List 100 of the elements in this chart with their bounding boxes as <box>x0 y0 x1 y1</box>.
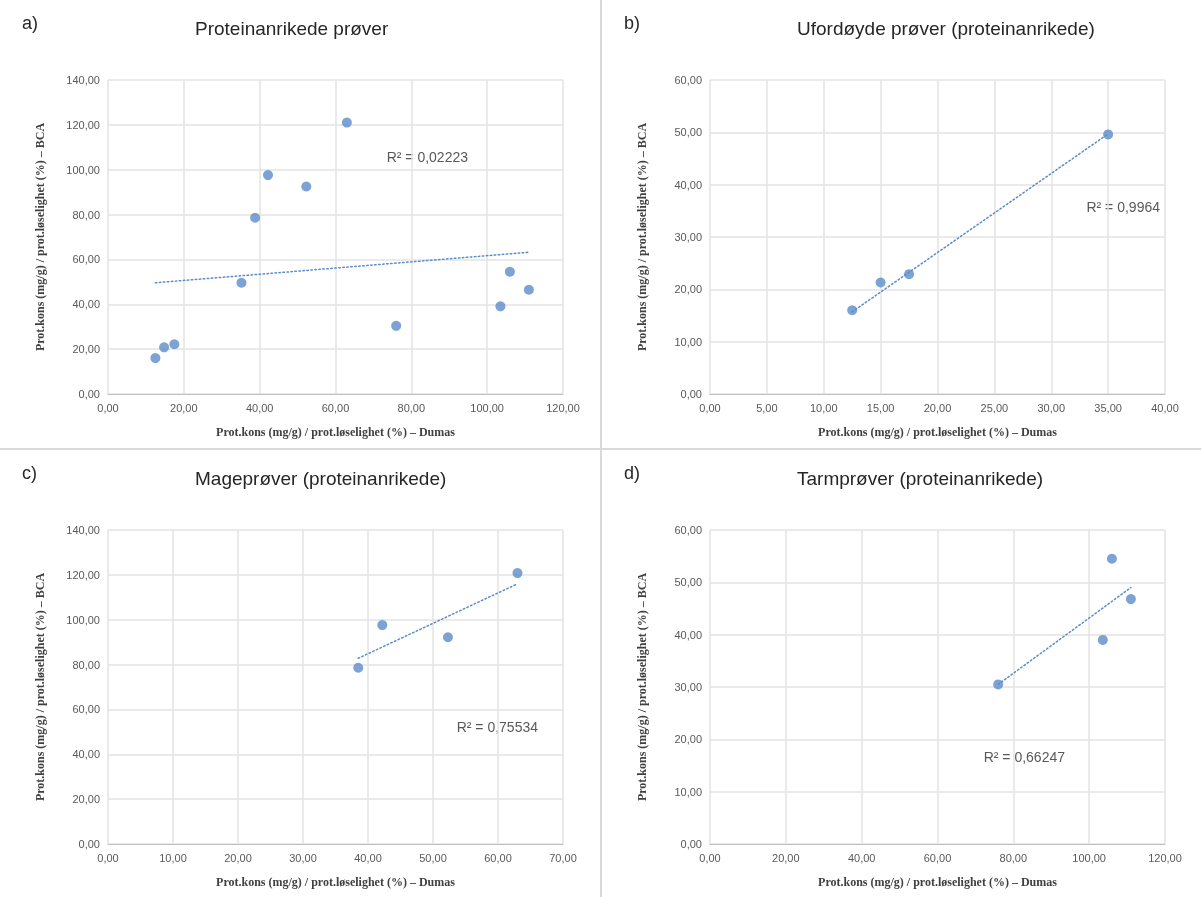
y-axis-title: Prot.kons (mg/g) / prot.løselighet (%) – BCA <box>635 572 649 802</box>
x-tick-label: 20,00 <box>772 851 800 864</box>
point <box>341 117 352 128</box>
y-tick-label: 100,00 <box>66 613 100 626</box>
point <box>159 342 170 353</box>
point <box>495 301 506 312</box>
point <box>250 212 261 223</box>
x-tick-label: 60,00 <box>923 851 952 864</box>
x-axis-title: Prot.kons (mg/g) / prot.løselighet (%) – Dumas <box>216 875 456 889</box>
text: d) <box>624 463 641 483</box>
y-tick-label: 0,00 <box>78 388 100 400</box>
point <box>847 305 858 316</box>
y-tick-label: 20,00 <box>72 793 100 806</box>
x-axis-title: Prot.kons (mg/g) / prot.løselighet (%) – Dumas <box>216 425 456 439</box>
y-tick-label: 60,00 <box>72 703 100 716</box>
x-tick-label: 60,00 <box>484 851 512 864</box>
point <box>1106 553 1117 564</box>
x-tick-label: 5,00 <box>756 401 778 414</box>
y-tick-label: 10,00 <box>674 335 702 348</box>
point <box>301 181 312 192</box>
x-tick-label: 100,00 <box>1072 851 1106 864</box>
annotation: R² = 0,9964 <box>1086 199 1161 215</box>
chart-title: Mageprøver (proteinanrikede) <box>195 468 447 489</box>
x-tick-label: 10,00 <box>809 401 838 414</box>
x-tick-label: 80,00 <box>999 851 1028 864</box>
y-axis-title: Prot.kons (mg/g) / prot.løselighet (%) – BCA <box>33 122 47 352</box>
x-tick-label: 0,00 <box>699 851 721 864</box>
annotation: R² = 0,75534 <box>456 719 539 735</box>
x-tick-label: 0,00 <box>97 851 119 864</box>
y-tick-label: 0,00 <box>78 838 100 850</box>
x-tick-label: 20,00 <box>224 851 252 864</box>
point <box>169 339 180 350</box>
y-tick-label: 40,00 <box>72 298 100 311</box>
chart-title: Proteinanrikede prøver <box>195 18 389 39</box>
x-tick-label: 35,00 <box>1094 401 1122 414</box>
chart-title: Tarmprøver (proteinanrikede) <box>797 468 1044 489</box>
x-tick-label: 40,00 <box>847 851 876 864</box>
y-tick-label: 60,00 <box>674 524 702 536</box>
point <box>377 620 388 631</box>
x-axis-title: Prot.kons (mg/g) / prot.løselighet (%) – Dumas <box>818 875 1058 889</box>
point <box>150 353 161 364</box>
y-tick-label: 30,00 <box>674 681 702 693</box>
y-tick-label: 0,00 <box>680 838 702 850</box>
x-tick-label: 100,00 <box>470 401 504 414</box>
point <box>875 277 886 288</box>
y-tick-label: 10,00 <box>674 785 702 798</box>
x-tick-label: 20,00 <box>923 401 952 414</box>
y-tick-label: 140,00 <box>66 74 100 86</box>
y-tick-label: 20,00 <box>72 343 100 356</box>
x-tick-label: 80,00 <box>397 401 426 414</box>
y-tick-label: 80,00 <box>72 658 100 671</box>
annotation: R² = 0,02223 <box>386 149 469 165</box>
x-axis-title: Prot.kons (mg/g) / prot.løselighet (%) – Dumas <box>818 425 1058 439</box>
y-tick-label: 140,00 <box>66 524 100 536</box>
y-axis-title: Prot.kons (mg/g) / prot.løselighet (%) – BCA <box>33 572 47 802</box>
x-tick-label: 70,00 <box>549 851 577 864</box>
x-tick-label: 50,00 <box>419 851 447 864</box>
point <box>512 568 523 579</box>
point <box>993 679 1004 690</box>
y-tick-label: 30,00 <box>674 231 702 243</box>
y-tick-label: 50,00 <box>674 126 702 139</box>
y-tick-label: 40,00 <box>72 748 100 761</box>
text: a) <box>22 13 39 33</box>
x-tick-label: 25,00 <box>980 401 1009 414</box>
x-tick-label: 20,00 <box>170 401 198 414</box>
y-tick-label: 0,00 <box>680 388 702 400</box>
y-tick-label: 120,00 <box>66 118 100 131</box>
chart-title: Ufordøyde prøver (proteinanrikede) <box>797 18 1095 39</box>
annotation: R² = 0,66247 <box>983 749 1066 765</box>
x-tick-label: 40,00 <box>1151 401 1179 414</box>
x-tick-label: 0,00 <box>97 401 119 414</box>
x-tick-label: 120,00 <box>546 401 580 414</box>
point <box>263 170 274 181</box>
point <box>1125 594 1136 605</box>
x-tick-label: 30,00 <box>1037 401 1066 414</box>
y-tick-label: 80,00 <box>72 208 100 221</box>
point <box>1103 129 1114 140</box>
text: c) <box>22 463 37 483</box>
y-tick-label: 20,00 <box>674 283 702 296</box>
point <box>236 277 247 288</box>
x-tick-label: 120,00 <box>1148 851 1182 864</box>
point <box>442 632 453 643</box>
x-tick-label: 10,00 <box>159 851 187 864</box>
y-axis-title: Prot.kons (mg/g) / prot.løselighet (%) – BCA <box>635 122 649 352</box>
point <box>504 266 515 277</box>
y-tick-label: 100,00 <box>66 163 100 176</box>
y-tick-label: 20,00 <box>674 733 702 746</box>
x-tick-label: 60,00 <box>321 401 350 414</box>
y-tick-label: 60,00 <box>674 74 702 86</box>
x-tick-label: 40,00 <box>245 401 274 414</box>
point <box>353 662 364 673</box>
point <box>523 284 534 295</box>
x-tick-label: 0,00 <box>699 401 721 414</box>
text: b) <box>624 13 641 33</box>
x-tick-label: 30,00 <box>289 851 317 864</box>
y-tick-label: 50,00 <box>674 576 702 589</box>
y-tick-label: 120,00 <box>66 568 100 581</box>
point <box>1097 634 1108 645</box>
x-tick-label: 40,00 <box>354 851 382 864</box>
y-tick-label: 40,00 <box>674 628 702 641</box>
